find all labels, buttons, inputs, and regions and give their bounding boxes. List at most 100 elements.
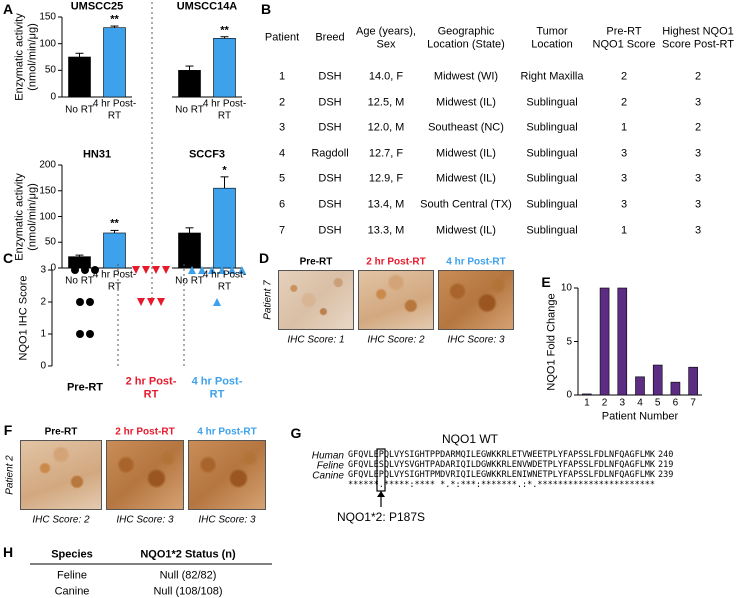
species-label: Feline [316, 460, 344, 472]
y-tick-label: 100 [39, 210, 56, 222]
data-point [76, 298, 84, 306]
table-header: NQO1*2 Status (n) [140, 548, 236, 561]
ihc-image [20, 440, 102, 510]
significance: ** [110, 13, 119, 26]
table-cell: 12.9, F [368, 173, 404, 186]
table-cell: South Central (TX) [420, 198, 512, 211]
x-tick-label: 4 hr Post-RT [202, 269, 247, 293]
y-tick-label: 150 [39, 185, 56, 196]
data-point [152, 266, 160, 274]
panel-letter: G [290, 424, 302, 441]
bar [582, 393, 592, 396]
image-title: 2 hr Post-RT [366, 256, 426, 268]
table-cell: Midwest (IL) [436, 173, 496, 186]
image-caption: IHC Score: 3 [198, 514, 256, 526]
table-cell: Sublingual [526, 198, 578, 211]
mutation-label: NQO1*2: P187S [336, 510, 426, 525]
table-cell: Feline [57, 569, 87, 582]
image-caption: IHC Score: 1 [287, 334, 345, 346]
data-point [132, 266, 140, 274]
table-cell: 3 [694, 224, 702, 237]
y-tick-label: 3 [40, 264, 46, 276]
significance: ** [110, 218, 119, 231]
y-tick-label: 200 [39, 159, 56, 171]
data-point [147, 298, 155, 306]
panel-letter: E [541, 273, 551, 290]
data-point [213, 298, 221, 306]
x-tick-label: 1 [584, 397, 590, 409]
sequence: GFQVLEPQLVYSIGHTPPDARMQILEGWKKRLETVWEETP… [348, 450, 656, 461]
species-label: Human [311, 450, 344, 462]
bar [652, 364, 663, 396]
bar [599, 287, 610, 396]
x-tick-label: 4 hr Post-RT [92, 269, 137, 293]
table-cell: Null (82/82) [159, 569, 217, 582]
panel-letter: A [2, 0, 14, 17]
image-caption: IHC Score: 2 [32, 514, 90, 526]
row-label: Patient 2 [4, 455, 16, 495]
sequence-position: 219 [658, 460, 674, 471]
table-cell: 2 [620, 70, 628, 83]
data-point [157, 298, 165, 306]
sequence: GFQVLEPQLVYSIGHTPMDVRIQILEGWKKRLENIWNETP… [348, 470, 656, 481]
consensus: ******.*****:**** *.*:***:*******.:*.***… [348, 480, 656, 491]
bar [103, 27, 126, 98]
bar [68, 56, 91, 98]
table-header: Tumor Location [531, 25, 573, 50]
alignment-title: NQO1 WT [442, 432, 498, 447]
y-axis-label: Enzymatic activity (nmol/min/μg) [13, 13, 38, 101]
ihc-image [358, 270, 434, 330]
chart-title: UMSCC25 [70, 0, 124, 13]
table-cell: 3 [694, 96, 702, 109]
table-cell: 2 [278, 96, 286, 109]
table-cell: DSH [318, 70, 342, 83]
table-cell: Null (108/108) [153, 585, 223, 598]
row-label: Patient 7 [262, 280, 274, 320]
x-axis-label: Patient Number [601, 410, 679, 423]
y-axis-label: NQO1 Fold Change [545, 292, 558, 391]
panel-letter: B [260, 0, 272, 17]
y-tick-label: 0 [566, 389, 572, 401]
table-cell: 7 [278, 224, 286, 237]
image-caption: IHC Score: 3 [116, 514, 174, 526]
table-cell: Right Maxilla [520, 70, 584, 83]
data-point [228, 266, 236, 274]
panel-letter: D [258, 249, 270, 266]
table-cell: 5 [278, 173, 286, 186]
table-cell: DSH [318, 96, 342, 109]
ihc-image [438, 270, 514, 330]
y-axis-label: NQO1 IHC Score [17, 275, 30, 361]
table-cell: 3 [278, 121, 286, 134]
data-point [76, 330, 84, 338]
data-point [81, 266, 89, 274]
table-cell: DSH [318, 198, 342, 211]
table-cell: 6 [278, 198, 286, 211]
table-cell: 12.5, M [367, 96, 405, 109]
data-point [137, 298, 145, 306]
chart-title: HN31 [82, 148, 112, 161]
y-axis-label: Enzymatic activity (nmol/min/μg) [13, 172, 38, 261]
table-cell: 1 [278, 70, 286, 83]
table-cell: 13.3, M [367, 224, 405, 237]
table-cell: Sublingual [526, 173, 578, 186]
table-cell: Sublingual [526, 121, 578, 134]
x-tick-label: No RT [65, 275, 94, 287]
ihc-image [278, 270, 354, 330]
sequence-position: 239 [658, 470, 674, 481]
bar [178, 70, 201, 98]
bar [213, 38, 236, 98]
x-tick-label: 4 hr Post-RT [92, 98, 137, 122]
table-cell: 2 [694, 121, 702, 134]
y-tick-label: 50 [44, 236, 56, 248]
data-point [71, 266, 79, 274]
table-cell: DSH [318, 121, 342, 134]
table-cell: Midwest (WI) [433, 70, 499, 83]
table-cell: Midwest (IL) [436, 96, 496, 109]
table-cell: Sublingual [526, 147, 578, 160]
table-cell: DSH [318, 224, 342, 237]
y-tick-label: 50 [44, 64, 56, 76]
bar [635, 376, 645, 396]
table-cell: 14.0, F [368, 70, 404, 83]
table-cell: 3 [620, 173, 628, 186]
